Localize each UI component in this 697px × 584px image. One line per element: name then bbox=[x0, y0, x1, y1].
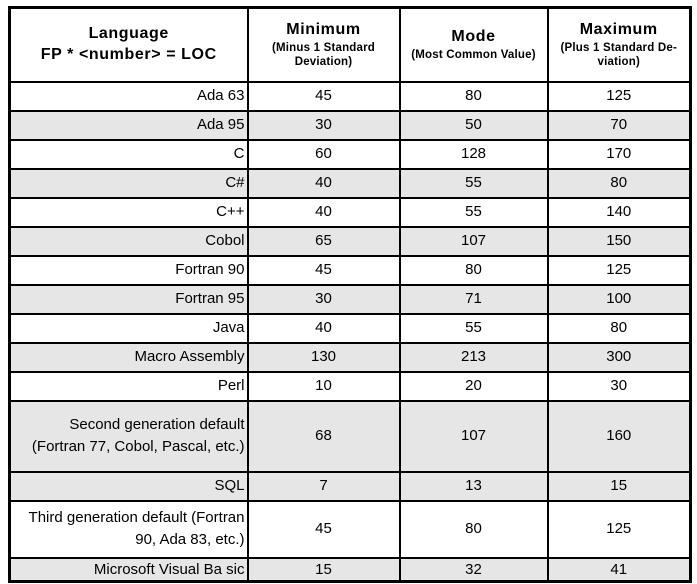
column-header-maximum: Maximum (Plus 1 Standard De- viation) bbox=[546, 6, 692, 83]
table-row: Ada 63 45 80 125 bbox=[8, 80, 692, 112]
mode-cell: 107 bbox=[398, 399, 549, 473]
minimum-cell: 40 bbox=[246, 196, 401, 228]
table-row: Fortran 90 45 80 125 bbox=[8, 254, 692, 286]
table-row: Cobol 65 107 150 bbox=[8, 225, 692, 257]
column-subtitle: FP * <number> = LOC bbox=[40, 45, 217, 63]
maximum-cell: 140 bbox=[546, 196, 692, 228]
table-row: Java 40 55 80 bbox=[8, 312, 692, 344]
mode-cell: 13 bbox=[398, 470, 549, 502]
mode-cell: 55 bbox=[398, 312, 549, 344]
table-row: Third generation default (Fortran 90, Ad… bbox=[8, 499, 692, 559]
maximum-cell: 125 bbox=[546, 80, 692, 112]
mode-cell: 55 bbox=[398, 167, 549, 199]
maximum-cell: 80 bbox=[546, 312, 692, 344]
maximum-cell: 170 bbox=[546, 138, 692, 170]
language-cell: Microsoft Visual Ba sic bbox=[8, 556, 249, 583]
maximum-cell: 80 bbox=[546, 167, 692, 199]
language-cell: Java bbox=[8, 312, 249, 344]
minimum-cell: 15 bbox=[246, 556, 401, 583]
maximum-cell: 150 bbox=[546, 225, 692, 257]
language-cell: Fortran 95 bbox=[8, 283, 249, 315]
maximum-cell: 160 bbox=[546, 399, 692, 473]
minimum-cell: 60 bbox=[246, 138, 401, 170]
table-row: Perl 10 20 30 bbox=[8, 370, 692, 402]
column-subtitle: (Minus 1 Standard Deviation) bbox=[271, 41, 376, 69]
mode-cell: 50 bbox=[398, 109, 549, 141]
column-header-language: Language FP * <number> = LOC bbox=[8, 6, 249, 83]
mode-cell: 55 bbox=[398, 196, 549, 228]
language-cell: SQL bbox=[8, 470, 249, 502]
language-cell: Third generation default (Fortran 90, Ad… bbox=[8, 499, 249, 559]
language-cell: C bbox=[8, 138, 249, 170]
mode-cell: 80 bbox=[398, 80, 549, 112]
minimum-cell: 30 bbox=[246, 109, 401, 141]
column-title: Language bbox=[88, 24, 169, 42]
minimum-cell: 40 bbox=[246, 167, 401, 199]
minimum-cell: 40 bbox=[246, 312, 401, 344]
language-cell: C# bbox=[8, 167, 249, 199]
mode-cell: 128 bbox=[398, 138, 549, 170]
table-row: Microsoft Visual Ba sic 15 32 41 bbox=[8, 556, 692, 583]
table-row: C# 40 55 80 bbox=[8, 167, 692, 199]
maximum-cell: 30 bbox=[546, 370, 692, 402]
maximum-cell: 300 bbox=[546, 341, 692, 373]
column-title: Minimum bbox=[286, 20, 361, 38]
minimum-cell: 10 bbox=[246, 370, 401, 402]
language-cell: Ada 95 bbox=[8, 109, 249, 141]
table-header-row: Language FP * <number> = LOC Minimum (Mi… bbox=[8, 6, 692, 83]
table-row: SQL 7 13 15 bbox=[8, 470, 692, 502]
table-row: Ada 95 30 50 70 bbox=[8, 109, 692, 141]
table-row: C++ 40 55 140 bbox=[8, 196, 692, 228]
mode-cell: 107 bbox=[398, 225, 549, 257]
language-cell: Ada 63 bbox=[8, 80, 249, 112]
mode-cell: 213 bbox=[398, 341, 549, 373]
maximum-cell: 41 bbox=[546, 556, 692, 583]
maximum-cell: 70 bbox=[546, 109, 692, 141]
minimum-cell: 7 bbox=[246, 470, 401, 502]
minimum-cell: 130 bbox=[246, 341, 401, 373]
mode-cell: 80 bbox=[398, 254, 549, 286]
minimum-cell: 45 bbox=[246, 499, 401, 559]
column-subtitle: (Plus 1 Standard De- viation) bbox=[560, 41, 677, 69]
maximum-cell: 125 bbox=[546, 254, 692, 286]
mode-cell: 71 bbox=[398, 283, 549, 315]
mode-cell: 80 bbox=[398, 499, 549, 559]
column-header-minimum: Minimum (Minus 1 Standard Deviation) bbox=[246, 6, 401, 83]
minimum-cell: 30 bbox=[246, 283, 401, 315]
language-cell: Cobol bbox=[8, 225, 249, 257]
language-cell: Perl bbox=[8, 370, 249, 402]
language-cell: Macro Assembly bbox=[8, 341, 249, 373]
maximum-cell: 125 bbox=[546, 499, 692, 559]
minimum-cell: 68 bbox=[246, 399, 401, 473]
mode-cell: 20 bbox=[398, 370, 549, 402]
column-subtitle: (Most Common Value) bbox=[411, 48, 536, 61]
table-row: Fortran 95 30 71 100 bbox=[8, 283, 692, 315]
table-row: Macro Assembly 130 213 300 bbox=[8, 341, 692, 373]
maximum-cell: 15 bbox=[546, 470, 692, 502]
minimum-cell: 45 bbox=[246, 254, 401, 286]
column-title: Mode bbox=[451, 28, 496, 46]
language-cell: Fortran 90 bbox=[8, 254, 249, 286]
language-cell: Second generation default (Fortran 77, C… bbox=[8, 399, 249, 473]
minimum-cell: 65 bbox=[246, 225, 401, 257]
mode-cell: 32 bbox=[398, 556, 549, 583]
column-header-mode: Mode (Most Common Value) bbox=[398, 6, 549, 83]
column-title: Maximum bbox=[579, 20, 658, 38]
table-row: C 60 128 170 bbox=[8, 138, 692, 170]
fp-loc-conversion-table: Language FP * <number> = LOC Minimum (Mi… bbox=[8, 6, 692, 584]
maximum-cell: 100 bbox=[546, 283, 692, 315]
language-cell: C++ bbox=[8, 196, 249, 228]
minimum-cell: 45 bbox=[246, 80, 401, 112]
table-row: Second generation default (Fortran 77, C… bbox=[8, 399, 692, 473]
